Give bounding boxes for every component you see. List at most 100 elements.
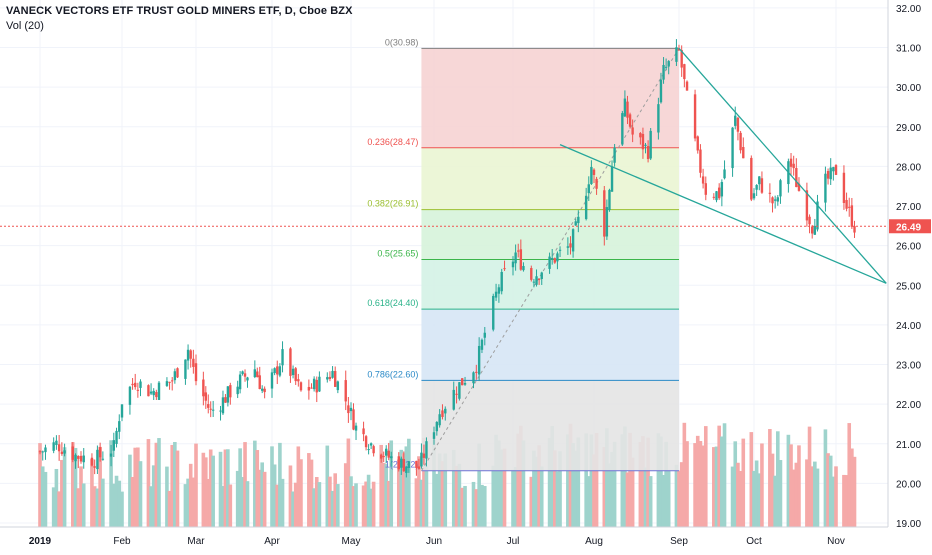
volume-bar — [568, 423, 573, 527]
candle-body — [755, 184, 758, 190]
volume-bar — [349, 476, 353, 527]
volume-bar — [62, 447, 67, 527]
candle-body — [435, 421, 439, 432]
volume-bar — [435, 473, 439, 527]
volume-bar — [275, 484, 280, 527]
chart-legend: VANECK VECTORS ETF TRUST GOLD MINERS ETF… — [6, 4, 353, 34]
candle-body — [402, 458, 406, 472]
candle-body — [463, 383, 467, 385]
candle-body — [441, 410, 444, 417]
fib-band — [421, 380, 679, 471]
volume-bar — [607, 463, 612, 527]
volume-bar — [299, 459, 303, 527]
volume-indicator-label[interactable]: Vol (20) — [6, 20, 44, 32]
volume-bar — [333, 473, 337, 527]
volume-bar — [666, 470, 671, 527]
volume-bar — [703, 426, 708, 527]
volume-bar — [813, 461, 817, 527]
volume-bar — [432, 439, 436, 527]
candle-body — [792, 163, 795, 169]
candle-body — [260, 388, 264, 391]
candle-body — [221, 397, 225, 414]
candle-body — [848, 206, 851, 208]
candle-body — [57, 444, 61, 452]
candle-body — [263, 388, 266, 393]
candle-body — [592, 169, 596, 175]
volume-bar — [312, 488, 316, 527]
candle-body — [238, 374, 242, 390]
volume-bar — [831, 476, 836, 527]
candle-body — [517, 250, 520, 252]
candle-body — [659, 79, 663, 103]
volume-bar — [778, 460, 783, 527]
volume-bar — [664, 441, 668, 527]
volume-bar — [51, 487, 56, 527]
candle-body — [646, 146, 650, 160]
candle-body — [307, 386, 311, 391]
candle-body — [813, 225, 817, 235]
candle-body — [503, 268, 506, 270]
volume-bar — [720, 436, 724, 527]
volume-bar — [589, 434, 594, 527]
volume-bar — [499, 449, 504, 527]
candle-body — [595, 178, 598, 189]
volume-bar — [757, 473, 762, 527]
y-tick-label: 25.00 — [896, 281, 921, 292]
volume-bar — [95, 488, 100, 527]
candle-body — [415, 460, 418, 469]
candle-body — [224, 397, 227, 403]
candle-body — [472, 372, 475, 384]
x-tick-label: Aug — [585, 536, 603, 547]
volume-bar — [369, 488, 373, 527]
candle-body — [667, 61, 670, 67]
y-tick-label: 26.00 — [896, 242, 921, 253]
volume-bar — [384, 463, 389, 527]
volume-bar — [90, 459, 94, 527]
volume-bar — [167, 490, 172, 527]
volume-bar — [521, 440, 526, 527]
volume-bar — [815, 468, 820, 527]
volume-bar — [240, 477, 245, 527]
volume-bar — [752, 470, 756, 527]
volume-bar — [226, 449, 230, 527]
candle-body — [613, 147, 616, 163]
volume-bar — [584, 433, 588, 527]
volume-bar — [571, 443, 575, 527]
volume-bar — [133, 447, 138, 527]
candle-body — [675, 47, 678, 62]
y-tick-label: 20.00 — [896, 479, 921, 490]
volume-bar — [379, 444, 383, 527]
fib-retracement: 0(30.98) 0.236(28.47) 0.382(26.91) 0.5(25.6… — [367, 37, 680, 472]
y-tick-label: 31.00 — [896, 44, 921, 55]
volume-bar — [98, 446, 102, 527]
volume-bar — [701, 445, 705, 527]
volume-bar — [255, 450, 260, 527]
candle-body — [720, 182, 724, 197]
volume-bar — [810, 466, 814, 527]
candle-body — [289, 348, 292, 376]
chart-title: VANECK VECTORS ETF TRUST GOLD MINERS ETF… — [6, 5, 353, 17]
volume-bar — [610, 451, 614, 527]
candle-body — [610, 166, 614, 192]
volume-bar — [586, 476, 591, 527]
volume-bar — [201, 452, 206, 527]
volume-bar — [309, 459, 314, 527]
candle-body — [176, 368, 179, 378]
candle-body — [731, 127, 734, 169]
candle-body — [497, 287, 501, 294]
volume-bar — [351, 486, 356, 527]
volume-bar — [253, 440, 257, 527]
candle-body — [202, 379, 205, 397]
candle-body — [829, 167, 832, 180]
candle-body — [397, 456, 400, 470]
candle-body — [55, 440, 58, 446]
candle-body — [752, 193, 756, 199]
candle-body — [850, 205, 854, 227]
candle-body — [273, 368, 276, 374]
candle-body — [79, 455, 83, 462]
volume-bar — [40, 466, 45, 527]
x-tick-label: Sep — [670, 536, 688, 547]
candle-body — [152, 390, 155, 396]
